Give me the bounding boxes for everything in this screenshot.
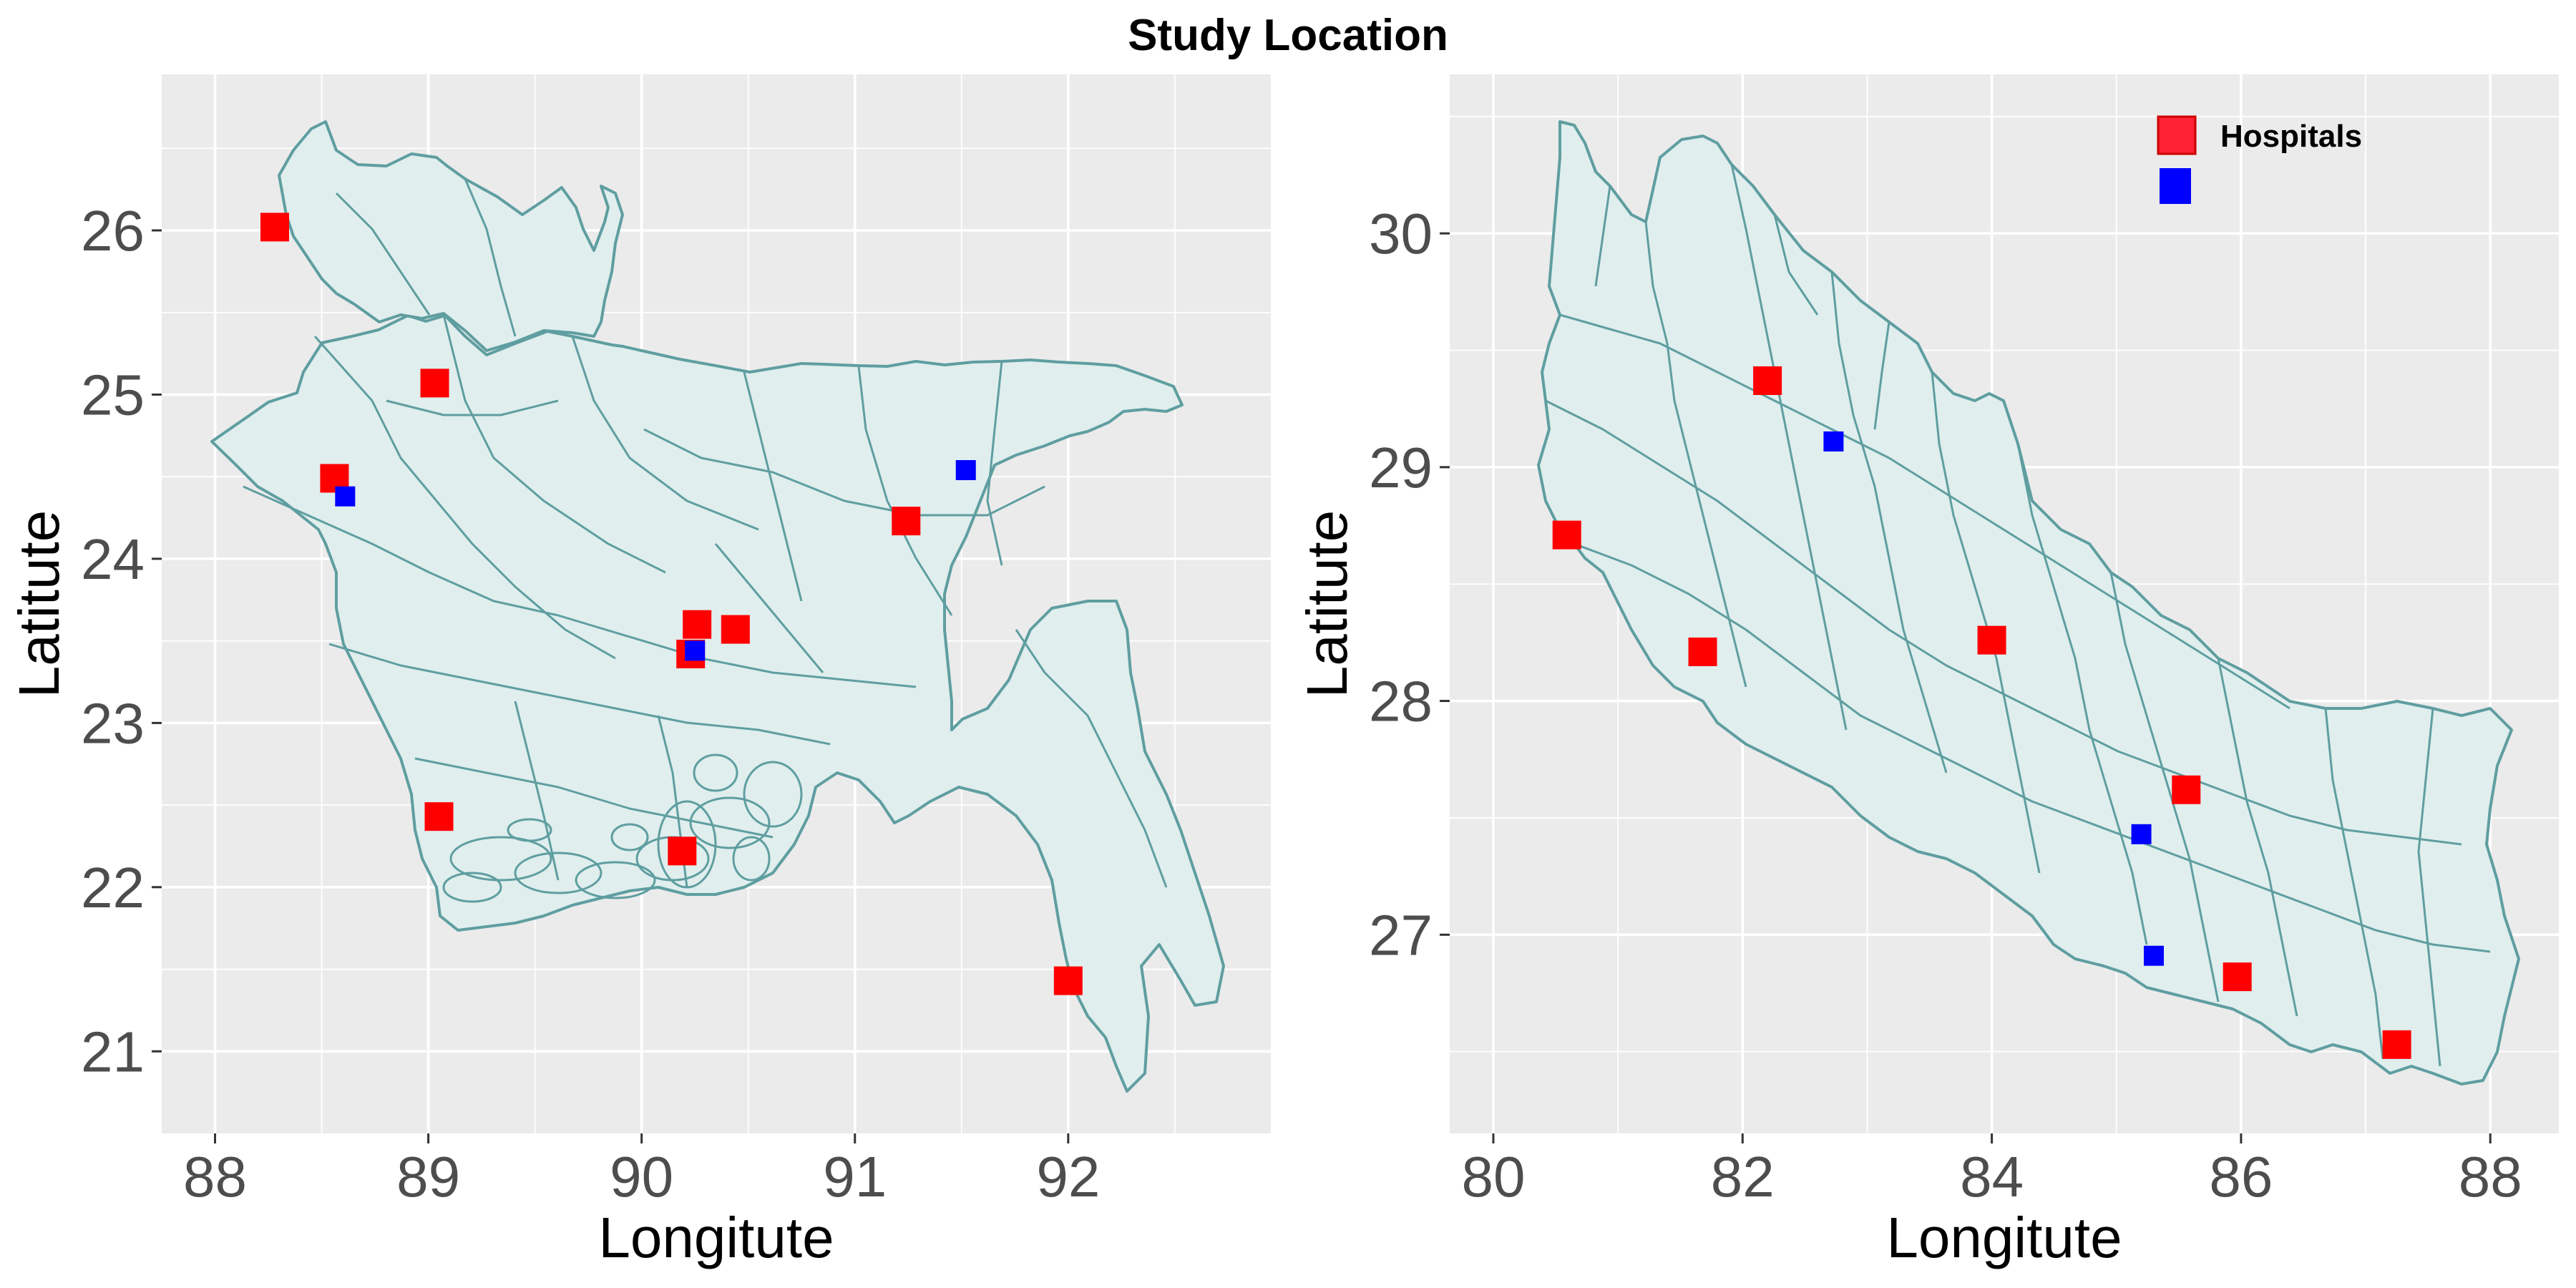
- panel-left-markers: [260, 213, 1083, 995]
- hospital-marker: [721, 615, 750, 644]
- blue-marker: [335, 486, 356, 507]
- hospital-marker: [892, 507, 921, 536]
- blue-marker: [1823, 431, 1844, 452]
- hospital-marker: [1552, 520, 1581, 550]
- hospital-marker: [260, 213, 289, 242]
- bangladesh-north-panhandle: [278, 120, 624, 352]
- panel-left-x-axis-title: Longitute: [598, 1206, 834, 1269]
- panel-right-x-tick-label: 84: [1960, 1145, 2024, 1209]
- nepal-district-borders: [1545, 164, 2491, 1067]
- hospital-marker: [683, 610, 712, 639]
- panel-right-y-axis-title: Latitute: [1295, 510, 1359, 698]
- panel-right-axes: 80 82 84 86 88 27 28 29 30: [1369, 202, 2522, 1209]
- panel-right-y-tick-label: 30: [1369, 202, 1433, 265]
- blue-marker: [685, 640, 706, 661]
- hospital-marker: [2223, 962, 2252, 992]
- panel-left-y-tick-label: 21: [81, 1020, 145, 1083]
- panel-left-x-tick-label: 91: [823, 1145, 887, 1209]
- panel-left-y-tick-label: 25: [81, 363, 145, 426]
- legend: Hospitals: [2157, 115, 2362, 204]
- hospital-marker: [2172, 775, 2201, 804]
- panel-left-x-tick-label: 89: [396, 1145, 460, 1209]
- panel-right-x-axis-title: Longitute: [1886, 1206, 2122, 1269]
- panel-left: 88 89 90 91 92 21 22 23 24 25 26 Longitute Latitut…: [7, 74, 1271, 1269]
- panel-right-y-tick-label: 29: [1369, 436, 1433, 499]
- bangladesh-district-borders: [243, 178, 1168, 888]
- hospital-marker: [1053, 966, 1083, 995]
- panel-right: 80 82 84 86 88 27 28 29 30 Longitute Latitute Ho…: [1295, 74, 2559, 1269]
- blue-marker: [2131, 824, 2152, 844]
- hospital-marker: [668, 836, 697, 866]
- hospital-marker: [1688, 637, 1717, 666]
- panel-right-y-tick-label: 27: [1369, 903, 1433, 967]
- bangladesh-map: [210, 120, 1225, 1093]
- panel-left-y-axis-title: Latitute: [7, 510, 71, 698]
- panel-right-x-tick-label: 88: [2459, 1145, 2522, 1209]
- panel-left-y-tick-label: 23: [81, 691, 145, 755]
- sundarbans-islands: [442, 753, 803, 903]
- legend-key-blue: [2160, 168, 2191, 204]
- hospital-marker: [424, 802, 454, 831]
- panel-right-x-tick-label: 82: [1711, 1145, 1775, 1209]
- panel-left-x-tick-label: 90: [610, 1145, 673, 1209]
- panel-right-x-tick-label: 80: [1461, 1145, 1525, 1209]
- panel-right-x-tick-label: 86: [2209, 1145, 2273, 1209]
- legend-label-hospitals: Hospitals: [2220, 119, 2362, 154]
- nepal-map: [1537, 120, 2520, 1085]
- blue-marker: [2143, 945, 2164, 966]
- bangladesh-outline: [210, 314, 1225, 1093]
- hospital-marker: [420, 369, 449, 398]
- nepal-outline: [1537, 120, 2520, 1085]
- panel-right-markers: [1552, 366, 2411, 1059]
- panel-right-y-tick-label: 28: [1369, 670, 1433, 733]
- blue-marker: [955, 459, 976, 480]
- panel-left-x-tick-label: 88: [183, 1145, 247, 1209]
- legend-key-hospitals: [2157, 115, 2197, 155]
- panel-left-y-tick-label: 26: [81, 199, 145, 263]
- panel-left-y-tick-label: 24: [81, 527, 145, 591]
- hospital-marker: [2382, 1030, 2411, 1059]
- hospital-marker: [1753, 366, 1782, 395]
- figure-title: Study Location: [1128, 11, 1448, 60]
- panel-left-axes: 88 89 90 91 92 21 22 23 24 25 26: [81, 199, 1100, 1209]
- hospital-marker: [1977, 625, 2006, 655]
- panel-left-y-tick-label: 22: [81, 856, 145, 919]
- panel-left-x-tick-label: 92: [1036, 1145, 1100, 1209]
